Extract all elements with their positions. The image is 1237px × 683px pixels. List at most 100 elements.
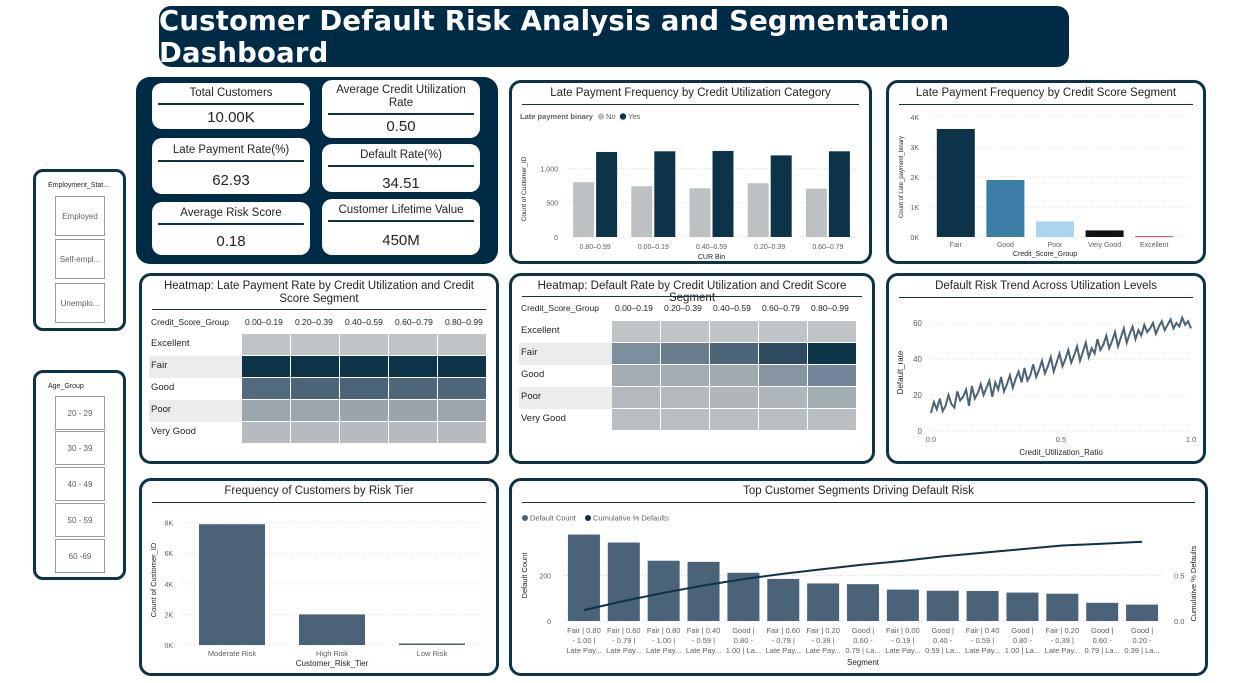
slicer-item-age-20-29[interactable]: 20 - 29	[55, 396, 105, 430]
pareto-panel[interactable]: Top Customer Segments Driving Default Ri…	[509, 478, 1208, 676]
bar	[607, 542, 640, 621]
bar	[712, 150, 734, 237]
slicer-item-age-40-49[interactable]: 40 - 49	[55, 467, 105, 501]
heatmap-cell	[710, 365, 758, 386]
x-tick-label: Fair | 0.60	[607, 626, 641, 635]
x-tick-label: - 0.59 |	[971, 636, 994, 645]
bar	[631, 186, 653, 237]
x-axis-title: Credit_Utilization_Ratio	[1019, 448, 1103, 457]
y-tick-label: 0	[554, 235, 558, 242]
heatmap-cell	[612, 321, 660, 342]
heatmap-column-header: 0.20–0.39	[295, 317, 333, 327]
heatmap-row-label: Very Good	[151, 426, 196, 437]
bar	[399, 643, 465, 645]
kpi-label: Average Risk Score	[180, 207, 282, 219]
heatmap-column-header: 0.00–0.19	[245, 317, 283, 327]
late-by-cur-panel[interactable]: Late Payment Frequency by Credit Utiliza…	[509, 80, 872, 264]
late-by-score-chart: 0K 1K 2K 3K 4K Fair Good Poor Very Good Excellent…	[899, 115, 1189, 258]
x-tick-label: - 0.19 |	[891, 636, 914, 645]
kpi-value: 62.93	[212, 172, 250, 189]
risk-tier-panel[interactable]: Frequency of Customers by Risk Tier 0K 2K…	[139, 478, 499, 676]
heatmap-cell	[242, 334, 290, 355]
x-tick-label: - 0.39 |	[812, 636, 835, 645]
slicer-item-age-60-69[interactable]: 60 -69	[55, 539, 105, 573]
x-tick-label: Good |	[1011, 626, 1033, 635]
x-tick-label: 0.79 | La...	[845, 646, 880, 655]
heatmap-row-label: Poor	[521, 391, 542, 402]
heatmap-default-panel[interactable]: Heatmap: Default Rate by Credit Utilizat…	[509, 273, 875, 464]
bar	[807, 583, 840, 621]
legend-item: Cumulative % Defaults	[593, 514, 669, 523]
chart-title: Late Payment Frequency by Credit Score S…	[915, 87, 1177, 99]
slicer-item-age-50-59[interactable]: 50 - 59	[55, 503, 105, 537]
employment-slicer[interactable]: Employment_Stat... Employed Self-empl...…	[33, 169, 126, 331]
kpi-card-customer-lifetime-value: Customer Lifetime Value 450M	[322, 199, 480, 255]
x-tick-label: 0.40 -	[933, 636, 953, 645]
heatmap-cell	[340, 422, 388, 443]
x-tick-label: 0.5	[1056, 435, 1066, 444]
heatmap-row-label: Fair	[521, 347, 538, 358]
chart-title: Heatmap: Default Rate by Credit Utilizat…	[537, 280, 847, 304]
y-tick-label: 0	[918, 427, 923, 436]
heatmap-row-stripe	[149, 400, 242, 422]
x-tick-label: 1.0	[1186, 435, 1196, 444]
x-tick-label: 0.80 -	[1013, 636, 1033, 645]
heatmap-cell	[438, 400, 486, 421]
y-tick-label: 20	[913, 391, 922, 400]
employment-slicer-title: Employment_Stat...	[48, 182, 110, 189]
heatmap-cell	[710, 343, 758, 364]
slicer-item-unemployed[interactable]: Unemplo...	[55, 283, 105, 323]
x-tick-label: 0.60–0.79	[812, 244, 843, 251]
x-tick-label: Good |	[1131, 626, 1153, 635]
heatmap-row-label: Fair	[151, 360, 168, 371]
heatmap-cell	[389, 400, 437, 421]
slicer-item-self-employed[interactable]: Self-empl...	[55, 239, 105, 279]
slicer-item-employed[interactable]: Employed	[55, 196, 105, 236]
heatmap-column-header: 0.60–0.79	[395, 317, 433, 327]
kpi-value: 34.51	[382, 175, 420, 192]
x-tick-label: Late Pay...	[885, 646, 920, 655]
legend-marker	[619, 113, 627, 120]
bar	[1036, 221, 1074, 237]
x-tick-label: 0.39 | La...	[1124, 646, 1159, 655]
y-tick-label: 200	[539, 574, 551, 581]
y2-tick-label: 0.5	[1174, 572, 1184, 581]
bar	[299, 614, 365, 645]
x-tick-label: 0.80–0.99	[580, 244, 611, 251]
bar	[199, 524, 265, 645]
kpi-value: 0.18	[216, 233, 246, 250]
legend-marker	[597, 113, 605, 120]
y-tick-label: 0K	[164, 643, 173, 650]
heatmap-late-panel[interactable]: Heatmap: Late Payment Rate by Credit Uti…	[139, 273, 499, 464]
y-tick-label: 8K	[164, 521, 173, 528]
y-tick-label: 6K	[164, 551, 173, 558]
heatmap-cell	[710, 321, 758, 342]
x-tick-label: Late Pay...	[606, 646, 641, 655]
x-tick-label: Fair	[950, 242, 963, 249]
heatmap-cell	[661, 343, 709, 364]
x-tick-label: Good |	[1091, 626, 1113, 635]
y-axis-title: Count of Late_payment_binary	[899, 136, 905, 218]
legend-item: No	[606, 112, 616, 121]
y-tick-label: 2K	[164, 612, 173, 619]
kpi-card-total-customers: Total Customers 10.00K	[152, 83, 310, 129]
bar	[596, 151, 618, 237]
kpi-card-late-payment-rate: Late Payment Rate(%) 62.93	[152, 138, 310, 194]
trend-panel[interactable]: Default Risk Trend Across Utilization Le…	[886, 273, 1206, 464]
heatmap-cell	[291, 422, 339, 443]
late-by-score-panel[interactable]: Late Payment Frequency by Credit Score S…	[886, 80, 1206, 264]
age-group-slicer[interactable]: Age_Group 20 - 29 30 - 39 40 - 49 50 - 5…	[33, 370, 126, 580]
x-tick-label: - 0.79 |	[772, 636, 795, 645]
x-tick-label: Fair | 0.80	[567, 626, 601, 635]
heatmap-cell	[340, 334, 388, 355]
slicer-item-age-30-39[interactable]: 30 - 39	[55, 431, 105, 465]
bar	[1126, 604, 1159, 621]
bar	[567, 534, 600, 621]
bar	[689, 188, 711, 237]
y-axis-title: Default_rate	[896, 350, 905, 394]
heatmap-cell	[438, 356, 486, 377]
legend-title: Late payment binary	[520, 112, 594, 121]
bar	[847, 584, 879, 621]
bar	[1085, 230, 1124, 237]
heatmap-row-label: Good	[521, 369, 545, 380]
